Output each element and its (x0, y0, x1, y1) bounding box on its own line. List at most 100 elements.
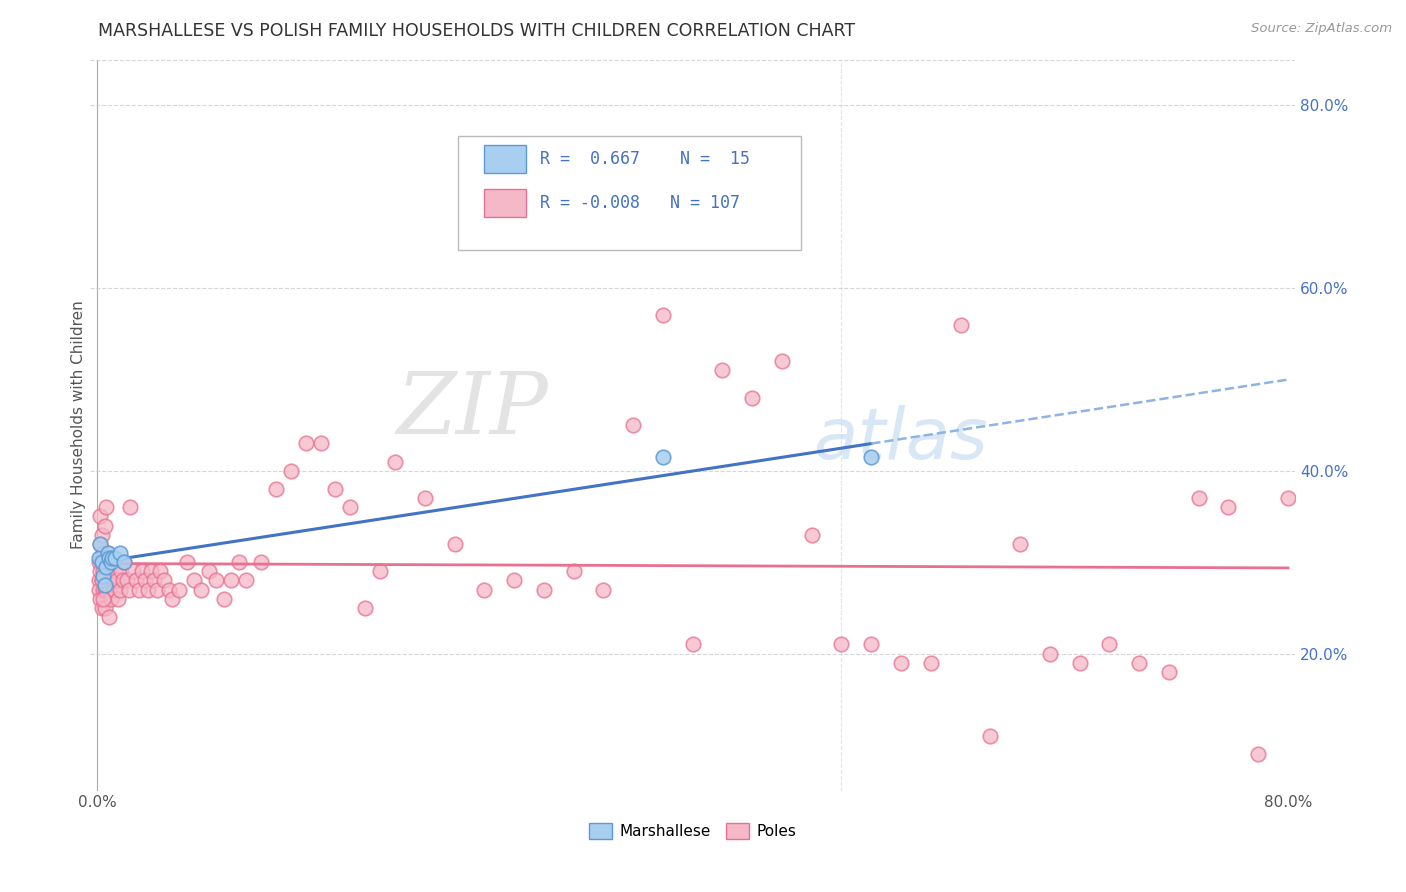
Point (90, 600, 112, 615)
Point (146, 582, 169, 597)
Point (250, 555, 273, 569)
Point (800, 527, 823, 541)
Point (90, 555, 112, 569)
Point (90, 527, 112, 541)
Point (89, 564, 111, 578)
Point (100, 555, 122, 569)
Point (831, 637, 853, 651)
Point (89, 591, 111, 606)
Point (118, 500, 141, 515)
Point (93, 555, 115, 569)
Point (1098, 637, 1121, 651)
Point (280, 464, 302, 478)
Point (103, 582, 125, 597)
Point (131, 564, 153, 578)
Point (101, 574, 124, 588)
Point (104, 550, 127, 565)
Point (115, 574, 138, 588)
Point (97, 574, 120, 588)
Bar (484, 189, 526, 217)
Point (979, 729, 1001, 743)
Point (125, 574, 148, 588)
Point (562, 564, 585, 578)
Point (89, 509, 111, 524)
Point (97, 546, 120, 560)
Point (91, 582, 114, 597)
Text: Source: ZipAtlas.com: Source: ZipAtlas.com (1251, 22, 1392, 36)
Point (1188, 491, 1211, 506)
Point (533, 582, 555, 597)
Y-axis label: Family Households with Children: Family Households with Children (72, 301, 86, 549)
Point (90, 574, 112, 588)
Text: R =  0.667    N =  15: R = 0.667 N = 15 (540, 150, 749, 168)
Point (1277, 491, 1299, 506)
Point (770, 354, 793, 368)
Point (160, 591, 183, 606)
Point (167, 582, 190, 597)
Point (134, 574, 156, 588)
Point (87, 582, 110, 597)
Point (89, 537, 111, 551)
Point (651, 309, 673, 323)
Point (128, 582, 150, 597)
Point (205, 574, 228, 588)
Point (91, 546, 114, 560)
Point (339, 500, 361, 515)
Text: atlas: atlas (813, 405, 988, 475)
Point (87, 550, 110, 565)
Point (91, 569, 114, 583)
Point (89, 537, 111, 551)
Point (93, 578, 115, 592)
Point (235, 574, 257, 588)
Point (149, 564, 172, 578)
Point (503, 574, 526, 588)
Point (176, 555, 198, 569)
Point (96, 559, 118, 574)
Point (93, 518, 115, 533)
Point (219, 574, 242, 588)
Point (101, 555, 124, 569)
Point (325, 482, 347, 496)
Point (100, 574, 122, 588)
Point (98, 582, 121, 597)
Point (354, 600, 377, 615)
Point (1128, 656, 1150, 670)
Point (105, 574, 128, 588)
Point (711, 363, 734, 377)
Point (920, 656, 942, 670)
Point (117, 582, 139, 597)
Point (91, 564, 114, 578)
Point (472, 582, 495, 597)
Text: R = -0.008   N = 107: R = -0.008 N = 107 (540, 194, 740, 212)
Point (1039, 647, 1062, 661)
Point (309, 436, 332, 450)
Point (139, 564, 162, 578)
Point (107, 591, 129, 606)
Point (97, 546, 120, 560)
Text: MARSHALLESE VS POLISH FAMILY HOUSEHOLDS WITH CHILDREN CORRELATION CHART: MARSHALLESE VS POLISH FAMILY HOUSEHOLDS … (98, 22, 855, 40)
Point (108, 546, 131, 560)
Point (860, 450, 883, 464)
Legend: Marshallese, Poles: Marshallese, Poles (582, 817, 803, 845)
Point (228, 555, 250, 569)
Point (183, 574, 205, 588)
Point (413, 491, 436, 506)
Bar (484, 145, 526, 173)
Point (97, 555, 120, 569)
Point (111, 574, 134, 588)
Text: ZIP: ZIP (396, 369, 548, 452)
Point (860, 637, 883, 651)
Point (90, 555, 112, 569)
Point (122, 564, 145, 578)
Point (110, 564, 132, 578)
Point (142, 574, 165, 588)
Point (98, 610, 121, 624)
Point (949, 318, 972, 332)
Point (96, 500, 118, 515)
Point (443, 537, 465, 551)
Point (136, 582, 159, 597)
Point (96, 564, 118, 578)
Point (98, 550, 121, 565)
Point (96, 582, 118, 597)
FancyBboxPatch shape (457, 136, 801, 250)
